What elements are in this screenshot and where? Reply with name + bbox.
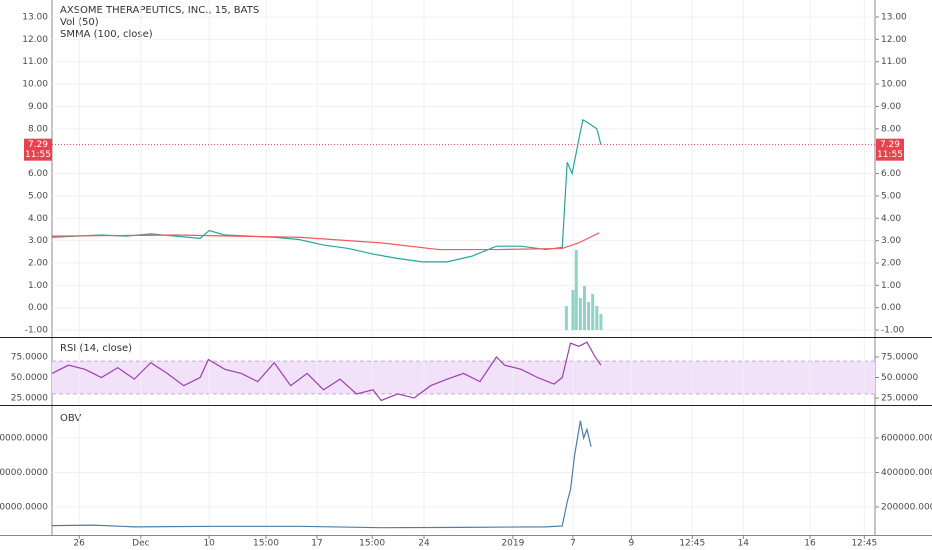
y-tick-label: 5.00 (881, 191, 901, 201)
x-tick-label: 2019 (501, 539, 524, 549)
rsi-band (52, 361, 875, 394)
series-line (51, 420, 592, 529)
smma-title: SMMA (100, close) (60, 29, 153, 40)
x-tick-label: 26 (73, 539, 85, 549)
y-tick-label: 600000.0000 (881, 434, 932, 444)
y-tick-label: 9.00 (28, 102, 48, 112)
x-tick-label: Dec (132, 539, 149, 549)
y-tick-label: 5.00 (28, 191, 48, 201)
x-tick-label: 14 (738, 539, 750, 549)
x-tick-label: 15:00 (359, 539, 385, 549)
x-tick-label: 10 (203, 539, 215, 549)
y-tick-label: 0.00 (28, 303, 48, 313)
y-tick-label: 13.00 (881, 12, 907, 22)
time-label: 11:55 (877, 150, 903, 160)
y-tick-label: -1.00 (25, 326, 49, 336)
y-tick-label: 25.0000 (881, 394, 918, 404)
y-tick-label: 600000.0000 (0, 434, 48, 444)
y-tick-label: 3.00 (28, 236, 48, 246)
y-tick-label: 1.00 (28, 281, 48, 291)
series-line (51, 232, 600, 251)
price-label: 7.29 (880, 140, 900, 150)
volume-bar (599, 314, 603, 330)
volume-bar (564, 306, 568, 330)
price-label-box (24, 138, 52, 161)
y-tick-label: 0.00 (881, 303, 901, 313)
y-tick-label: 11.00 (22, 57, 48, 67)
x-tick-label: 7 (570, 539, 576, 549)
y-tick-label: 200000.0000 (0, 503, 48, 513)
x-tick-label: 12:45 (679, 539, 705, 549)
y-tick-label: 10.00 (22, 80, 48, 90)
series-line (51, 341, 602, 402)
x-tick-label: 15:00 (253, 539, 279, 549)
y-tick-label: 75.0000 (881, 352, 918, 362)
time-label: 11:55 (25, 150, 51, 160)
y-tick-label: 6.00 (28, 169, 48, 179)
y-tick-label: 8.00 (28, 124, 48, 134)
y-tick-label: 200000.0000 (881, 503, 932, 513)
y-tick-label: 1.00 (881, 281, 901, 291)
price-label: 7.29 (28, 140, 48, 150)
y-tick-label: 3.00 (881, 236, 901, 246)
y-tick-label: 2.00 (881, 258, 901, 268)
volume-bar (587, 302, 591, 330)
obv-title: OBV (60, 413, 81, 424)
y-tick-label: 4.00 (881, 214, 901, 224)
y-tick-label: 9.00 (881, 102, 901, 112)
x-tick-label: 12:45 (851, 539, 877, 549)
y-tick-label: 400000.0000 (0, 468, 48, 478)
y-tick-label: 13.00 (22, 12, 48, 22)
y-tick-label: 11.00 (881, 57, 907, 67)
rsi-title: RSI (14, close) (60, 343, 132, 354)
x-tick-label: 16 (804, 539, 816, 549)
y-tick-label: 50.0000 (11, 373, 48, 383)
title: AXSOME THERAPEUTICS, INC., 15, BATS (60, 5, 259, 16)
y-tick-label: 2.00 (28, 258, 48, 268)
volume-bar (591, 294, 595, 330)
volume-bar (578, 298, 582, 330)
y-tick-label: 12.00 (22, 35, 48, 45)
y-tick-label: 75.0000 (11, 352, 48, 362)
y-tick-label: 400000.0000 (881, 468, 932, 478)
x-tick-label: 17 (311, 539, 322, 549)
y-tick-label: 10.00 (881, 80, 907, 90)
y-tick-label: 8.00 (881, 124, 901, 134)
x-tick-label: 9 (629, 539, 635, 549)
price-label-box (876, 138, 904, 161)
x-tick-label: 24 (418, 539, 430, 549)
volume-bar (595, 306, 599, 330)
y-tick-label: -1.00 (881, 326, 905, 336)
volume-bar (574, 250, 578, 330)
y-tick-label: 4.00 (28, 214, 48, 224)
y-tick-label: 50.0000 (881, 373, 918, 383)
y-tick-label: 25.0000 (11, 394, 48, 404)
volume-bar (582, 286, 586, 330)
volume-bar (571, 290, 575, 330)
series-line (51, 118, 602, 263)
y-tick-label: 6.00 (881, 169, 901, 179)
y-tick-label: 12.00 (881, 35, 907, 45)
